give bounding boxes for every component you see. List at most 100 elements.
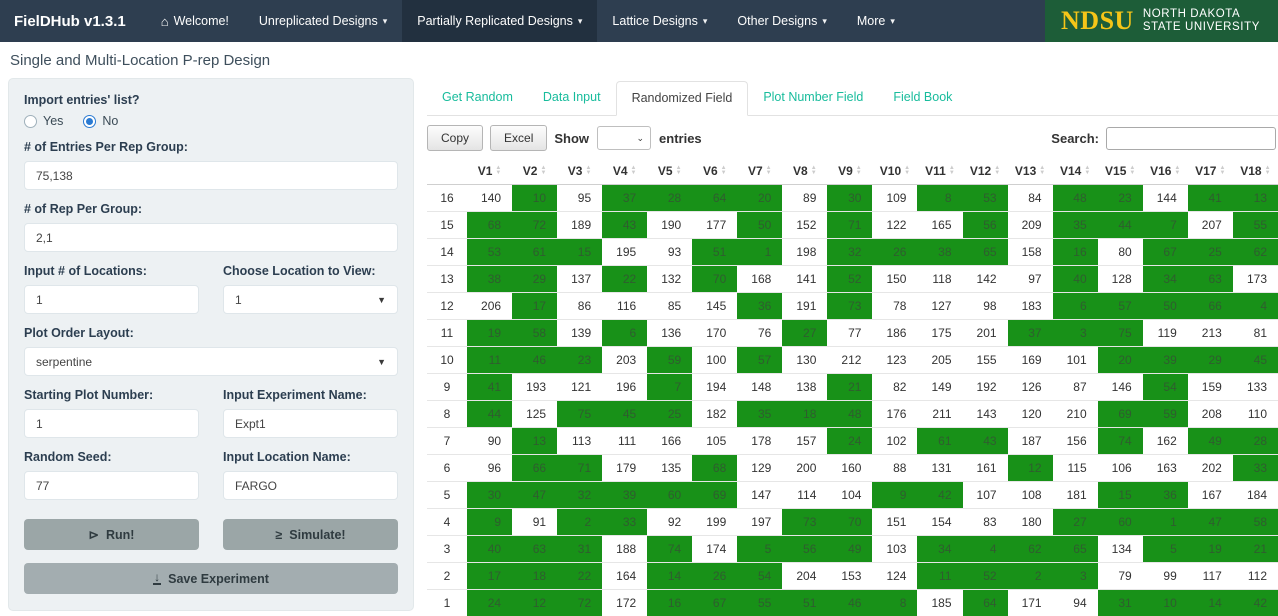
entries-per-rep-input[interactable] (24, 161, 398, 190)
field-cell: 12 (512, 590, 557, 616)
field-cell: 25 (1188, 239, 1233, 266)
starting-plot-label: Starting Plot Number: (24, 388, 199, 402)
rep-per-group-input[interactable] (24, 223, 398, 252)
column-header-v12[interactable]: V12▲▼ (963, 158, 1008, 185)
column-header-v6[interactable]: V6▲▼ (692, 158, 737, 185)
field-cell: 145 (692, 293, 737, 320)
simulate-button[interactable]: ≥ Simulate! (223, 519, 398, 550)
search-input[interactable] (1106, 127, 1276, 150)
column-header-v10[interactable]: V10▲▼ (872, 158, 917, 185)
field-cell: 204 (782, 563, 827, 590)
save-experiment-button[interactable]: ↓ Save Experiment (24, 563, 398, 594)
field-cell: 173 (1233, 266, 1278, 293)
field-cell: 79 (1098, 563, 1143, 590)
column-header-v15[interactable]: V15▲▼ (1098, 158, 1143, 185)
radio-yes[interactable]: Yes (24, 114, 63, 128)
show-entries-select[interactable]: ⌄ (597, 126, 651, 150)
ndsu-logo: NDSU North Dakota State University (1045, 0, 1278, 42)
field-cell: 65 (963, 239, 1008, 266)
nav-item-partially-replicated-designs[interactable]: Partially Replicated Designs ▾ (402, 0, 597, 42)
experiment-name-input[interactable] (223, 409, 398, 438)
field-cell: 5 (737, 536, 782, 563)
field-cell: 20 (737, 185, 782, 212)
tab-plot-number-field[interactable]: Plot Number Field (748, 81, 878, 116)
nav-item-lattice-designs[interactable]: Lattice Designs ▾ (597, 0, 722, 42)
run-button[interactable]: ⊳ Run! (24, 519, 199, 550)
column-header-v13[interactable]: V13▲▼ (1008, 158, 1053, 185)
location-view-select[interactable]: 1 ▼ (223, 285, 398, 314)
field-cell: 168 (737, 266, 782, 293)
field-cell: 26 (692, 563, 737, 590)
field-cell: 171 (1008, 590, 1053, 616)
results-panel: Get Random Data Input Randomized Field P… (427, 78, 1278, 616)
column-header-v3[interactable]: V3▲▼ (557, 158, 602, 185)
column-header-v16[interactable]: V16▲▼ (1143, 158, 1188, 185)
nav-item-more[interactable]: More ▾ (842, 0, 910, 42)
column-header-v1[interactable]: V1▲▼ (467, 158, 512, 185)
field-cell: 172 (602, 590, 647, 616)
field-cell: 16 (1053, 239, 1098, 266)
entries-label: entries (659, 131, 702, 146)
column-header-v5[interactable]: V5▲▼ (647, 158, 692, 185)
location-name-label: Input Location Name: (223, 450, 398, 464)
field-cell: 73 (827, 293, 872, 320)
nav-item-welcome[interactable]: ⌂ Welcome! (146, 0, 244, 42)
column-header-v11[interactable]: V11▲▼ (917, 158, 962, 185)
column-header-v17[interactable]: V17▲▼ (1188, 158, 1233, 185)
copy-button[interactable]: Copy (427, 125, 483, 151)
field-cell: 16 (647, 590, 692, 616)
starting-plot-input[interactable] (24, 409, 199, 438)
locations-input[interactable] (24, 285, 199, 314)
field-cell: 143 (963, 401, 1008, 428)
app-brand[interactable]: FielDHub v1.3.1 (0, 0, 146, 42)
field-cell: 121 (557, 374, 602, 401)
field-cell: 127 (917, 293, 962, 320)
field-cell: 1 (737, 239, 782, 266)
field-cell: 57 (1098, 293, 1143, 320)
column-header-v4[interactable]: V4▲▼ (602, 158, 647, 185)
random-seed-label: Random Seed: (24, 450, 199, 464)
location-name-input[interactable] (223, 471, 398, 500)
field-cell: 174 (692, 536, 737, 563)
field-cell: 198 (782, 239, 827, 266)
tab-randomized-field[interactable]: Randomized Field (616, 81, 749, 116)
select-caret-icon: ⌄ (636, 133, 644, 144)
tab-field-book[interactable]: Field Book (878, 81, 967, 116)
field-cell: 83 (963, 509, 1008, 536)
caret-down-icon: ▾ (822, 16, 827, 27)
field-cell: 188 (602, 536, 647, 563)
excel-button[interactable]: Excel (490, 125, 547, 151)
field-cell: 208 (1188, 401, 1233, 428)
plot-order-label: Plot Order Layout: (24, 326, 398, 340)
row-label-cell: 8 (427, 401, 467, 428)
column-header-v2[interactable]: V2▲▼ (512, 158, 557, 185)
field-cell: 72 (557, 590, 602, 616)
row-label-cell: 10 (427, 347, 467, 374)
plot-order-select[interactable]: serpentine ▼ (24, 347, 398, 376)
radio-no[interactable]: No (83, 114, 118, 128)
column-header-v14[interactable]: V14▲▼ (1053, 158, 1098, 185)
field-cell: 42 (1233, 590, 1278, 616)
field-cell: 99 (1143, 563, 1188, 590)
column-header-v8[interactable]: V8▲▼ (782, 158, 827, 185)
random-seed-input[interactable] (24, 471, 199, 500)
field-cell: 49 (827, 536, 872, 563)
row-label-header[interactable] (427, 158, 467, 185)
tab-get-random[interactable]: Get Random (427, 81, 528, 116)
column-header-v7[interactable]: V7▲▼ (737, 158, 782, 185)
column-header-v9[interactable]: V9▲▼ (827, 158, 872, 185)
field-cell: 184 (1233, 482, 1278, 509)
field-cell: 96 (467, 455, 512, 482)
tab-data-input[interactable]: Data Input (528, 81, 616, 116)
field-cell: 47 (1188, 509, 1233, 536)
field-cell: 45 (1233, 347, 1278, 374)
nav-item-unreplicated-designs[interactable]: Unreplicated Designs ▾ (244, 0, 402, 42)
nav-item-other-designs[interactable]: Other Designs ▾ (722, 0, 841, 42)
column-header-v18[interactable]: V18▲▼ (1233, 158, 1278, 185)
field-cell: 6 (1053, 293, 1098, 320)
field-cell: 11 (467, 347, 512, 374)
sort-icon: ▲▼ (904, 166, 910, 176)
